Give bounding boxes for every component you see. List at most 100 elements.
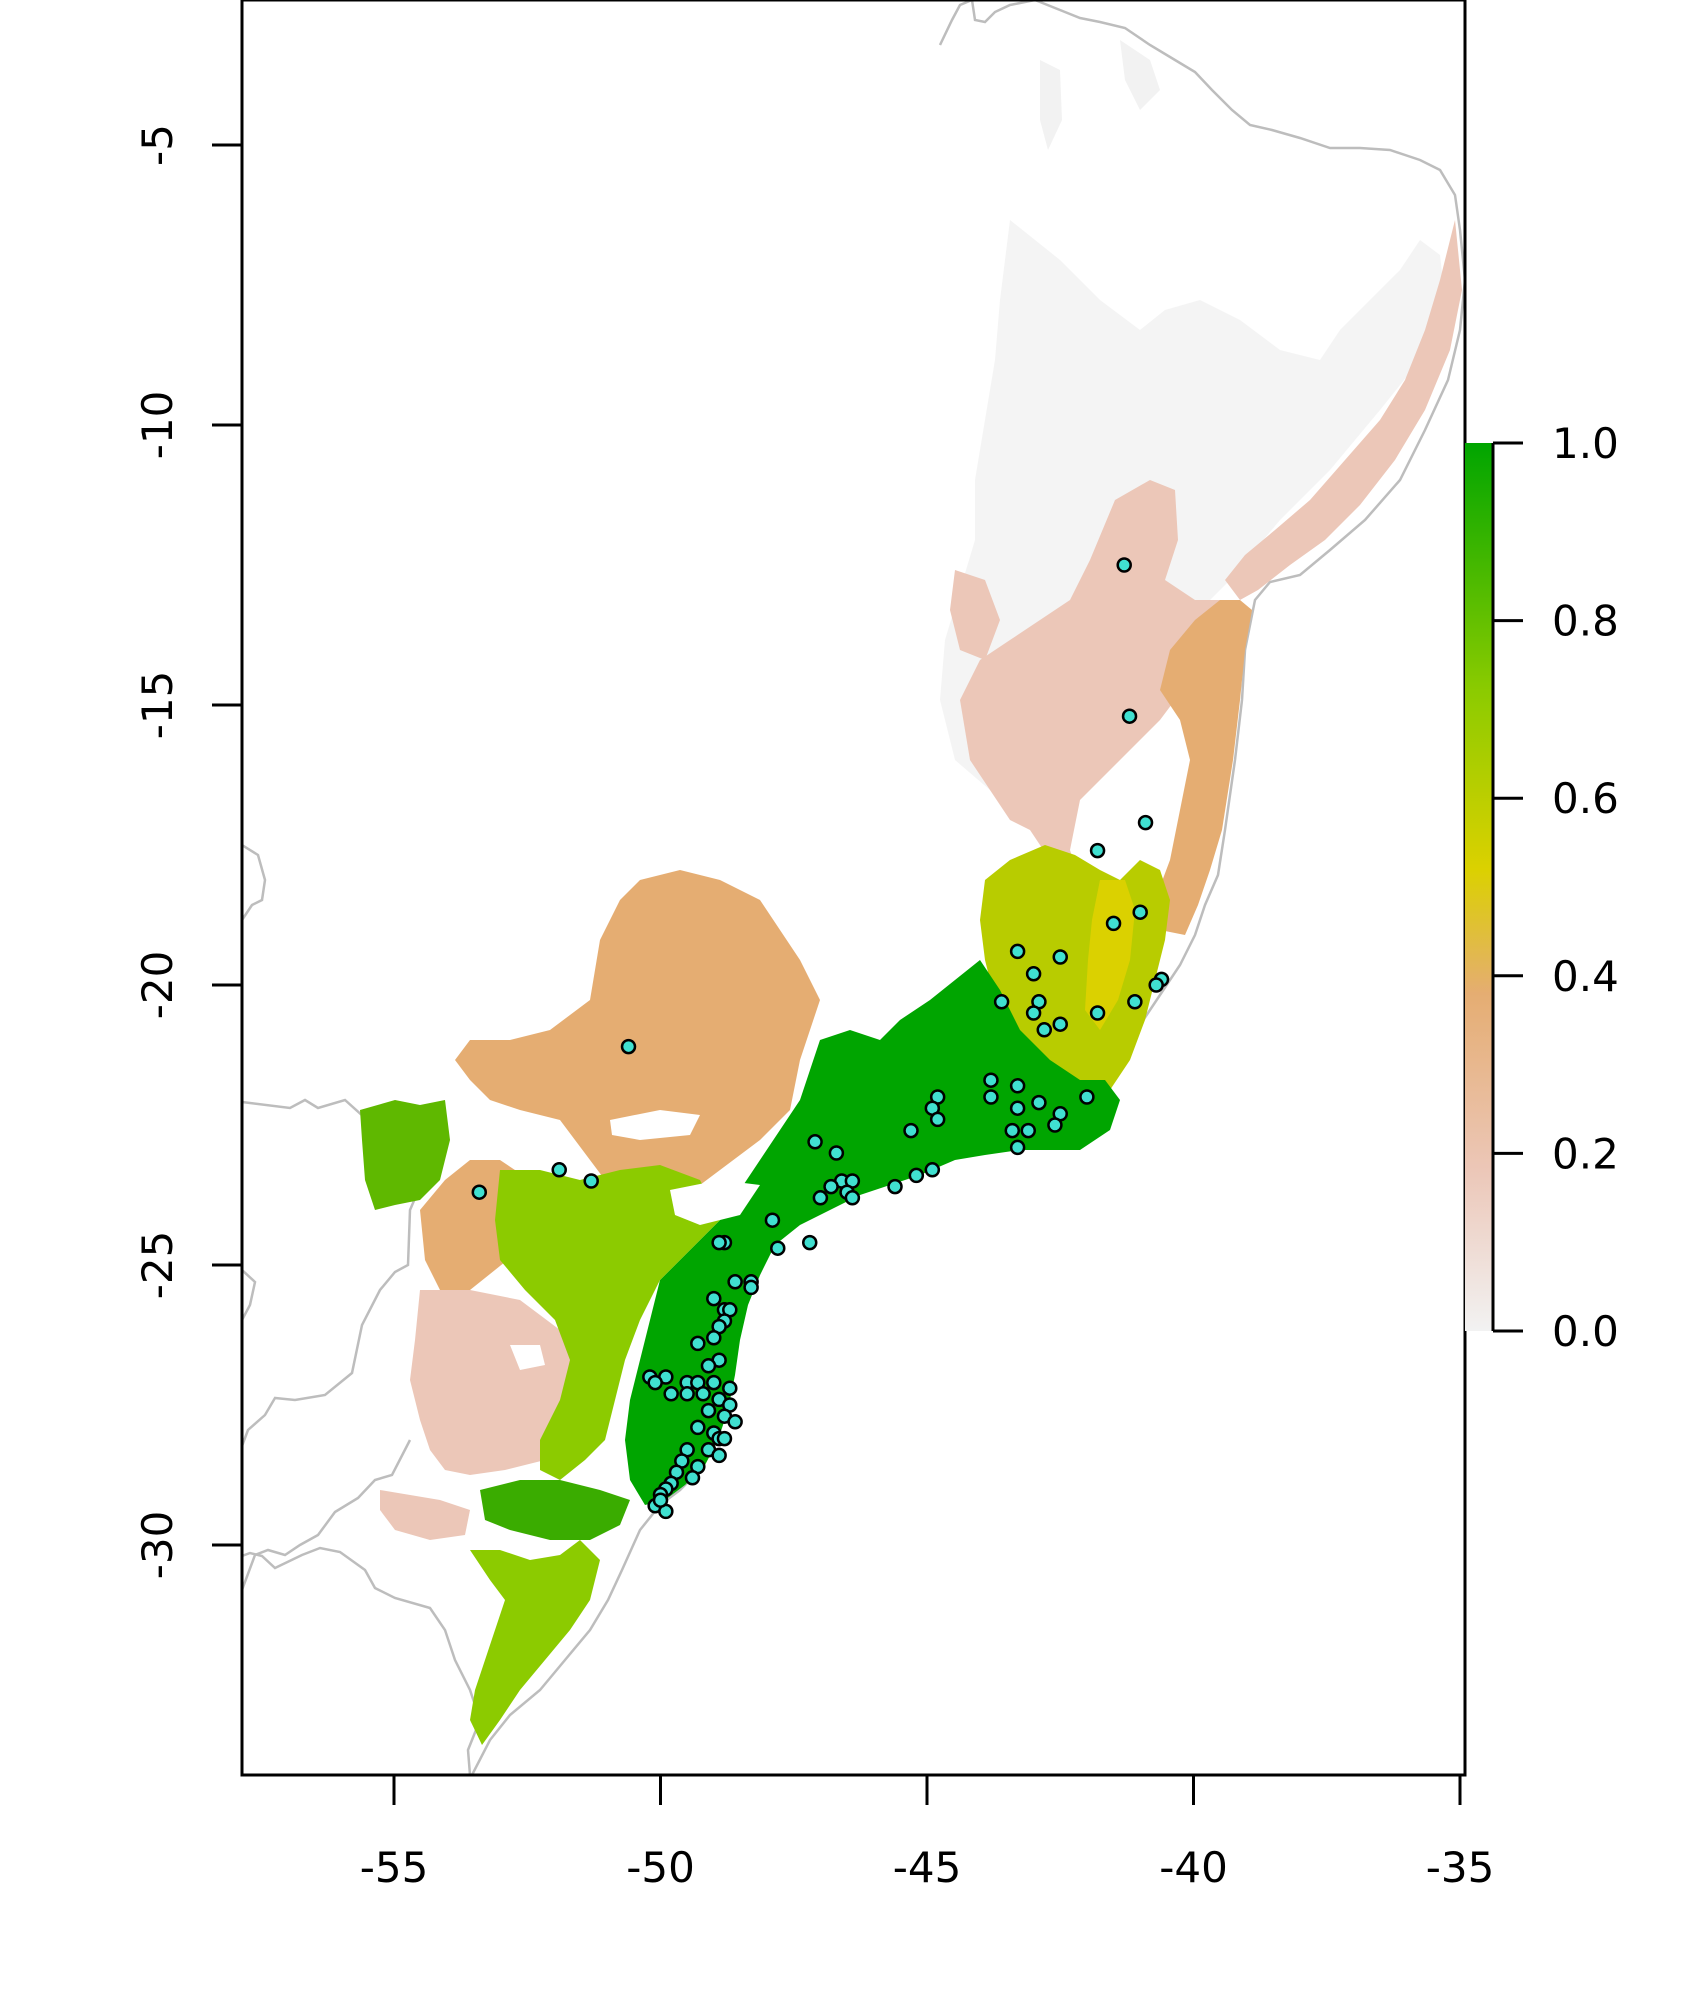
occurrence-point — [1121, 708, 1138, 724]
masked-area-a — [610, 1110, 700, 1140]
occurrence-point — [1036, 1022, 1053, 1038]
occurrence-point — [711, 1234, 727, 1251]
lime-region-south-coast — [470, 1540, 600, 1745]
green-region-west-block — [360, 1100, 450, 1210]
lime-region-central — [495, 1165, 720, 1480]
occurrence-point — [1052, 949, 1068, 965]
x-axis: -55 -50 -45 -40 -35 — [360, 1773, 1495, 1892]
occurrence-point — [1025, 966, 1042, 982]
colorbar-tick-label: 0.2 — [1552, 1129, 1619, 1178]
pink-region-northeast — [1225, 220, 1462, 600]
y-tick-label: -15 — [133, 671, 182, 740]
occurrence-point — [722, 1380, 738, 1396]
occurrence-point — [620, 1038, 637, 1055]
occurrence-point — [652, 1492, 669, 1508]
pink-region-southwest — [410, 1290, 580, 1475]
occurrence-point — [1137, 814, 1154, 831]
low-suitability-patch-b — [1120, 40, 1160, 110]
occurrence-point — [1089, 842, 1106, 859]
pink-region-interior — [960, 480, 1230, 880]
y-tick-label: -20 — [133, 951, 182, 1020]
occurrence-point — [1148, 977, 1164, 993]
y-tick-label: -5 — [133, 124, 182, 166]
occurrence-point — [711, 1447, 727, 1464]
occurrence-point — [727, 1414, 743, 1430]
occurrence-point — [823, 1178, 839, 1195]
colorbar-tick-label: 1.0 — [1552, 419, 1619, 468]
map-layer — [242, 0, 1465, 1775]
low-suitability-patch-a — [1040, 60, 1062, 150]
occurrence-point — [887, 1178, 903, 1195]
occurrence-point — [684, 1470, 701, 1486]
green-region-southern — [480, 1480, 630, 1540]
pink-patch-west-bahia — [950, 570, 1000, 660]
occurrence-point — [743, 1279, 759, 1296]
colorbar-legend: 0.0 0.2 0.4 0.6 0.8 1.0 — [1465, 419, 1619, 1356]
occurrence-point — [1020, 1122, 1037, 1139]
occurrence-point — [679, 1386, 695, 1402]
occurrence-point — [807, 1134, 823, 1150]
colorbar-tick-label: 0.8 — [1552, 597, 1619, 646]
occurrence-point — [690, 1335, 706, 1352]
occurrence-point — [1116, 557, 1132, 573]
occurrence-point — [1047, 1117, 1063, 1133]
occurrence-point — [1052, 1016, 1068, 1032]
occurrence-point — [706, 1374, 722, 1391]
occurrence-point — [647, 1374, 663, 1391]
occurrence-point — [690, 1419, 706, 1436]
occurrence-point — [1004, 1122, 1021, 1139]
occurrence-point — [551, 1162, 567, 1178]
occurrence-point — [1009, 1100, 1026, 1116]
occurrence-point — [983, 1072, 999, 1088]
occurrence-points — [471, 557, 1170, 1520]
occurrence-point — [812, 1190, 829, 1206]
occurrence-point — [770, 1240, 786, 1256]
x-tick-label: -35 — [1426, 1843, 1495, 1892]
occurrence-point — [695, 1386, 711, 1402]
occurrence-point — [908, 1167, 925, 1184]
colorbar-tick-label: 0.4 — [1552, 952, 1619, 1001]
tan-region-east-coast — [1155, 600, 1252, 935]
occurrence-point — [1031, 1094, 1047, 1111]
masked-area-b — [670, 1180, 760, 1225]
occurrence-point — [1079, 1089, 1095, 1105]
occurrence-point — [1132, 904, 1148, 920]
x-tick-label: -45 — [893, 1843, 962, 1892]
occurrence-point — [1105, 915, 1122, 932]
occurrence-point — [1127, 994, 1143, 1010]
occurrence-point — [844, 1190, 861, 1206]
occurrence-point — [1089, 1005, 1106, 1021]
occurrence-point — [801, 1234, 818, 1251]
colorbar-gradient — [1465, 443, 1493, 1331]
y-tick-label: -10 — [133, 391, 182, 460]
occurrence-point — [929, 1111, 946, 1128]
tan-region-west — [455, 870, 820, 1220]
x-tick-label: -50 — [626, 1843, 695, 1892]
y-tick-label: -30 — [133, 1511, 182, 1580]
occurrence-point — [583, 1173, 599, 1189]
occurrence-point — [1009, 943, 1026, 960]
occurrence-point — [983, 1089, 999, 1105]
occurrence-point — [1009, 1139, 1026, 1156]
occurrence-point — [993, 994, 1010, 1010]
occurrence-point — [903, 1122, 919, 1139]
yellow-patch-east — [1085, 880, 1135, 1030]
occurrence-point — [1009, 1078, 1026, 1094]
occurrence-point — [706, 1290, 722, 1307]
occurrence-point — [716, 1430, 733, 1447]
occurrence-point — [700, 1402, 717, 1419]
x-tick-label: -40 — [1159, 1843, 1228, 1892]
y-axis: -5 -10 -15 -20 -25 -30 — [133, 124, 244, 1580]
masked-area-c — [510, 1345, 545, 1370]
colorbar-ticks: 0.0 0.2 0.4 0.6 0.8 1.0 — [1493, 419, 1619, 1356]
occurrence-point — [828, 1145, 845, 1161]
occurrence-point — [924, 1162, 941, 1178]
occurrence-point — [700, 1358, 717, 1374]
occurrence-point — [706, 1330, 722, 1346]
occurrence-point — [1025, 1005, 1042, 1021]
x-tick-label: -55 — [360, 1843, 429, 1892]
occurrence-point — [471, 1184, 488, 1200]
occurrence-point — [663, 1386, 679, 1402]
occurrence-point — [764, 1212, 781, 1228]
colorbar-tick-label: 0.0 — [1552, 1307, 1619, 1356]
